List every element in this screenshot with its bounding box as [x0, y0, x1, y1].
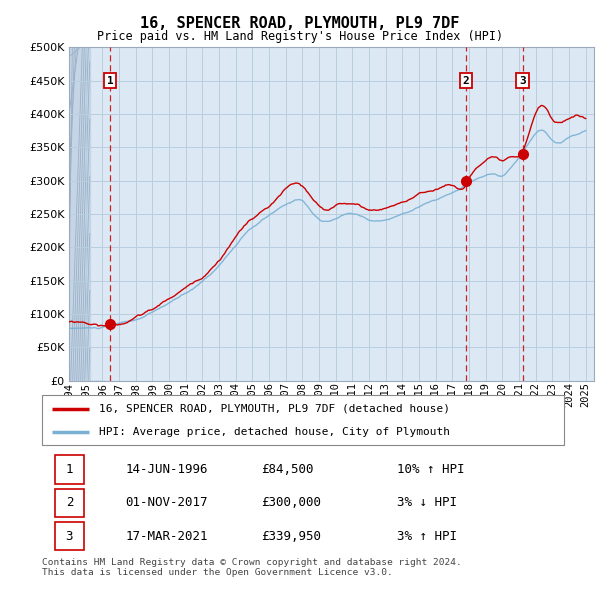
Text: £84,500: £84,500 [261, 463, 314, 477]
FancyBboxPatch shape [42, 395, 564, 445]
Text: £300,000: £300,000 [261, 496, 321, 510]
FancyBboxPatch shape [55, 455, 84, 484]
Text: 3% ↑ HPI: 3% ↑ HPI [397, 529, 457, 543]
FancyBboxPatch shape [55, 522, 84, 550]
Text: 1: 1 [65, 463, 73, 477]
Text: 16, SPENCER ROAD, PLYMOUTH, PL9 7DF (detached house): 16, SPENCER ROAD, PLYMOUTH, PL9 7DF (det… [100, 404, 451, 414]
Text: 3: 3 [65, 529, 73, 543]
Text: 14-JUN-1996: 14-JUN-1996 [125, 463, 208, 477]
Text: 16, SPENCER ROAD, PLYMOUTH, PL9 7DF: 16, SPENCER ROAD, PLYMOUTH, PL9 7DF [140, 16, 460, 31]
Text: 17-MAR-2021: 17-MAR-2021 [125, 529, 208, 543]
Text: 01-NOV-2017: 01-NOV-2017 [125, 496, 208, 510]
Text: 2: 2 [65, 496, 73, 510]
FancyBboxPatch shape [55, 489, 84, 517]
Text: 2: 2 [463, 76, 470, 86]
Text: Price paid vs. HM Land Registry's House Price Index (HPI): Price paid vs. HM Land Registry's House … [97, 30, 503, 43]
Text: 3% ↓ HPI: 3% ↓ HPI [397, 496, 457, 510]
Text: Contains HM Land Registry data © Crown copyright and database right 2024.
This d: Contains HM Land Registry data © Crown c… [42, 558, 462, 577]
Text: 10% ↑ HPI: 10% ↑ HPI [397, 463, 464, 477]
Text: HPI: Average price, detached house, City of Plymouth: HPI: Average price, detached house, City… [100, 427, 451, 437]
Text: 1: 1 [107, 76, 113, 86]
Text: £339,950: £339,950 [261, 529, 321, 543]
Text: 3: 3 [519, 76, 526, 86]
